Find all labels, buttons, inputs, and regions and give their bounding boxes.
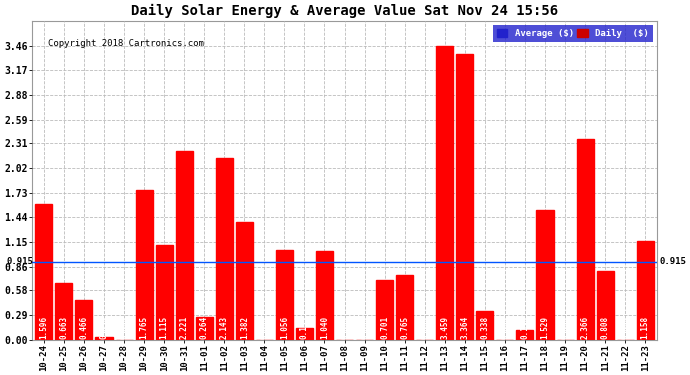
Text: 3.459: 3.459 — [440, 316, 449, 339]
Bar — [577, 139, 593, 340]
Bar — [156, 245, 172, 340]
Text: 1.040: 1.040 — [320, 316, 329, 339]
Bar — [196, 317, 213, 340]
Text: 0.701: 0.701 — [380, 316, 389, 339]
Bar — [456, 54, 473, 340]
Text: 0.000: 0.000 — [420, 316, 429, 339]
Text: 2.366: 2.366 — [580, 316, 589, 339]
Text: 0.338: 0.338 — [480, 316, 489, 339]
Bar — [536, 210, 553, 340]
Text: 0.808: 0.808 — [600, 316, 610, 339]
Text: 0.000: 0.000 — [119, 316, 128, 339]
Bar — [637, 241, 653, 340]
Title: Daily Solar Energy & Average Value Sat Nov 24 15:56: Daily Solar Energy & Average Value Sat N… — [131, 4, 558, 18]
Text: 0.915: 0.915 — [7, 258, 34, 267]
Bar — [135, 190, 152, 340]
Text: 2.143: 2.143 — [220, 316, 229, 339]
Text: 0.135: 0.135 — [300, 316, 309, 339]
Legend: Average ($), Daily  ($): Average ($), Daily ($) — [493, 26, 653, 42]
Text: 1.765: 1.765 — [139, 316, 148, 339]
Text: Copyright 2018 Cartronics.com: Copyright 2018 Cartronics.com — [48, 39, 204, 48]
Bar — [316, 251, 333, 340]
Text: 0.116: 0.116 — [520, 316, 529, 339]
Bar — [376, 280, 393, 340]
Text: 0.765: 0.765 — [400, 316, 409, 339]
Text: 0.000: 0.000 — [621, 316, 630, 339]
Bar — [296, 328, 313, 340]
Bar — [75, 300, 92, 340]
Text: 0.000: 0.000 — [500, 316, 509, 339]
Text: 0.000: 0.000 — [260, 316, 269, 339]
Bar — [396, 275, 413, 340]
Text: 1.529: 1.529 — [540, 316, 549, 339]
Text: 0.663: 0.663 — [59, 316, 68, 339]
Bar — [436, 46, 453, 340]
Bar — [476, 311, 493, 340]
Text: 0.000: 0.000 — [340, 316, 349, 339]
Bar — [55, 284, 72, 340]
Text: 0.264: 0.264 — [199, 316, 208, 339]
Bar — [216, 158, 233, 340]
Text: 2.221: 2.221 — [179, 316, 188, 339]
Bar — [276, 250, 293, 340]
Bar — [236, 222, 253, 340]
Bar — [176, 151, 193, 340]
Text: 1.596: 1.596 — [39, 316, 48, 339]
Text: 1.382: 1.382 — [240, 316, 249, 339]
Text: 0.000: 0.000 — [560, 316, 569, 339]
Text: 0.030: 0.030 — [99, 316, 108, 339]
Text: 1.158: 1.158 — [641, 316, 650, 339]
Text: 1.056: 1.056 — [280, 316, 289, 339]
Text: 0.466: 0.466 — [79, 316, 88, 339]
Text: 1.115: 1.115 — [159, 316, 168, 339]
Bar — [516, 330, 533, 340]
Text: 0.000: 0.000 — [360, 316, 369, 339]
Bar — [35, 204, 52, 340]
Text: 3.364: 3.364 — [460, 316, 469, 339]
Bar — [597, 271, 613, 340]
Bar — [95, 337, 112, 340]
Text: 0.915: 0.915 — [659, 258, 686, 267]
